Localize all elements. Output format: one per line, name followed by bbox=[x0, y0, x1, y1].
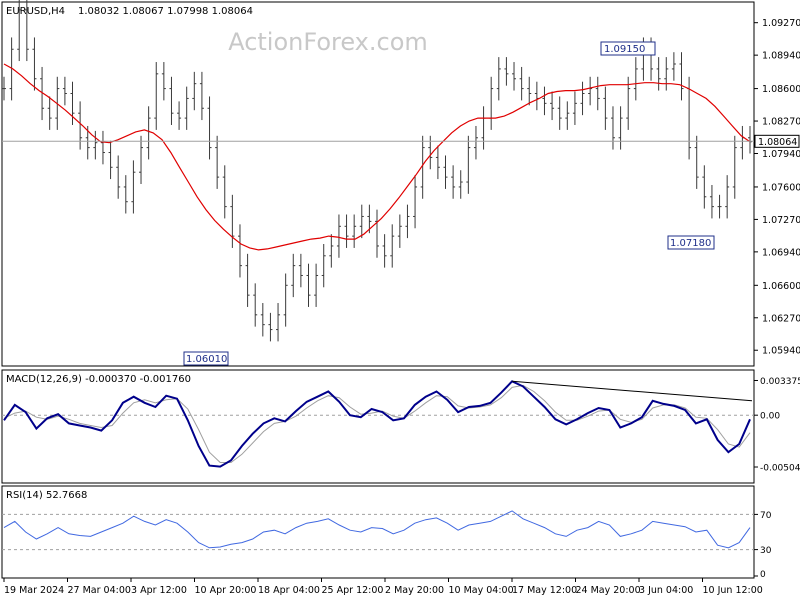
annotation-swing-low: 1.07180 bbox=[667, 235, 715, 250]
rsi-series bbox=[2, 510, 754, 551]
time-axis: 19 Mar 2024 27 Mar 04:00 3 Apr 12:00 10 Apr… bbox=[3, 578, 763, 596]
rsi-line bbox=[3, 510, 751, 549]
macd-tick-label: 0.00 bbox=[760, 412, 780, 422]
time-tick-label: 17 May 12:00 bbox=[512, 585, 577, 596]
time-tick-label: 3 Apr 12:00 bbox=[131, 585, 187, 596]
time-tick-label: 10 May 04:00 bbox=[449, 585, 514, 596]
annotation-high: 1.09150 bbox=[600, 41, 656, 56]
macd-tick-label: 0.003375 bbox=[760, 377, 800, 387]
time-tick-label: 19 Mar 2024 bbox=[4, 585, 64, 596]
time-tick-label: 10 Apr 20:00 bbox=[195, 585, 257, 596]
price-axis: 1.09270 1.08940 1.08600 1.08270 1.07940 1.076… bbox=[754, 18, 800, 357]
macd-axis: 0.003375 0.00 -0.00504 bbox=[754, 377, 800, 474]
rsi-panel bbox=[1, 485, 755, 579]
price-panel bbox=[1, 1, 755, 367]
price-tick-label: 1.06940 bbox=[762, 247, 800, 258]
annotation-low: 1.06010 bbox=[183, 351, 229, 366]
rsi-label: RSI(14) 52.7668 bbox=[6, 490, 87, 501]
time-tick-label: 24 May 20:00 bbox=[576, 585, 641, 596]
current-price-label: 1.08064 bbox=[758, 137, 797, 148]
annotation-swing-low-label: 1.07180 bbox=[670, 238, 711, 249]
price-tick-label: 1.06600 bbox=[762, 281, 800, 292]
macd-line bbox=[3, 380, 751, 468]
annotation-low-label: 1.06010 bbox=[186, 354, 227, 365]
price-tick-label: 1.05940 bbox=[762, 346, 800, 357]
price-tick-label: 1.08270 bbox=[762, 117, 800, 128]
price-tick-label: 1.07600 bbox=[762, 182, 800, 193]
chart-symbol: EURUSD,H4 bbox=[6, 6, 65, 17]
time-tick-label: 18 Apr 04:00 bbox=[258, 585, 320, 596]
time-tick-label: 25 Apr 12:00 bbox=[322, 585, 384, 596]
ohlc-values: 1.08032 1.08067 1.07998 1.08064 bbox=[78, 6, 253, 17]
moving-average-line bbox=[3, 63, 751, 251]
current-price-box bbox=[754, 134, 800, 148]
macd-trendline bbox=[512, 380, 753, 402]
rsi-tick-label: 0 bbox=[760, 570, 766, 580]
rsi-axis: 70 30 0 bbox=[754, 511, 772, 580]
watermark: ActionForex.com bbox=[228, 28, 428, 56]
macd-series bbox=[2, 380, 754, 468]
time-tick-label: 2 May 20:00 bbox=[385, 585, 444, 596]
macd-tick-label: -0.00504 bbox=[760, 464, 800, 474]
time-tick-label: 10 Jun 12:00 bbox=[703, 585, 763, 596]
macd-signal-line bbox=[3, 384, 751, 463]
price-tick-label: 1.07940 bbox=[762, 149, 800, 160]
time-tick-label: 3 Jun 04:00 bbox=[639, 585, 693, 596]
macd-panel bbox=[1, 369, 755, 484]
price-tick-label: 1.08940 bbox=[762, 51, 800, 62]
macd-label: MACD(12,26,9) -0.000370 -0.001760 bbox=[6, 374, 191, 385]
annotation-high-label: 1.09150 bbox=[604, 44, 645, 55]
price-tick-label: 1.07270 bbox=[762, 215, 800, 226]
price-tick-label: 1.06270 bbox=[762, 313, 800, 324]
time-tick-label: 27 Mar 04:00 bbox=[68, 585, 131, 596]
rsi-tick-label: 70 bbox=[760, 511, 772, 521]
price-tick-label: 1.08600 bbox=[762, 84, 800, 95]
rsi-tick-label: 30 bbox=[760, 546, 772, 556]
price-series bbox=[2, 0, 752, 342]
price-tick-label: 1.09270 bbox=[762, 18, 800, 29]
